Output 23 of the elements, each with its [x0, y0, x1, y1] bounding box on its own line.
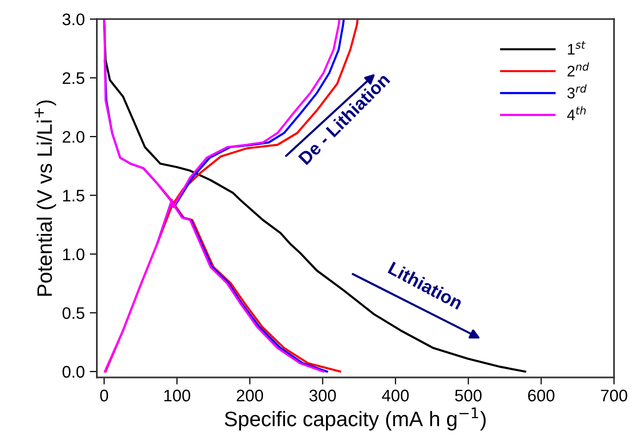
x-tick-label: 400	[382, 390, 409, 402]
x-tick-label: 200	[236, 390, 264, 402]
legend-label: 3$^{rd}$	[567, 84, 587, 98]
x-tick-label: 500	[455, 390, 482, 402]
x-tick-label: 300	[309, 390, 336, 402]
y-tick-label: 1.0	[63, 248, 84, 260]
x-tick-label: 600	[528, 390, 554, 402]
line-series	[103, 19, 526, 373]
x-tick-label: 700	[600, 390, 628, 402]
legend-label: 4$^{th}$	[567, 106, 586, 120]
y-tick-label: 0.0	[62, 366, 84, 378]
y-tick-label: 3.0	[62, 13, 84, 26]
y-axis-title: Potential (V vs Li/Li$^{+}$)	[34, 100, 56, 296]
line-series	[142, 167, 342, 373]
y-tick-label: 2.5	[62, 72, 84, 84]
x-tick-label: 0	[100, 390, 108, 402]
x-tick-label: 100	[164, 390, 190, 402]
y-tick-label: 1.5	[63, 190, 84, 202]
y-tick-label: 0.5	[62, 307, 84, 319]
legend-label: 2$^{nd}$	[568, 62, 590, 76]
legend-label: 1$^{st}$	[568, 41, 586, 55]
x-axis-title: Specific capacity (mA h g$^{−1}$)	[224, 408, 486, 430]
y-tick-label: 2.0	[62, 130, 84, 143]
